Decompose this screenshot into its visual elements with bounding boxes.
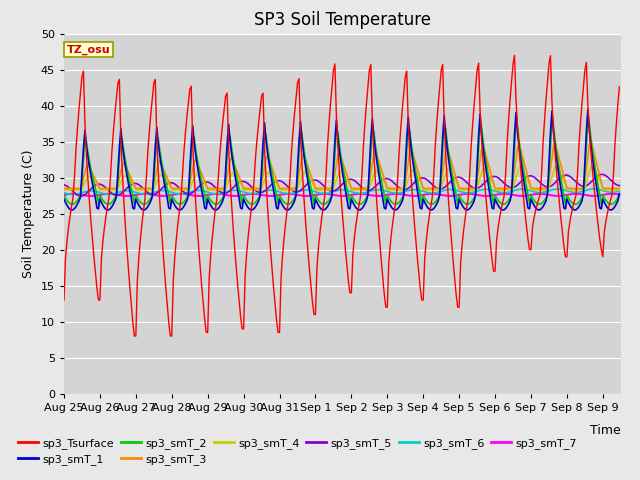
sp3_smT_7: [69, 191, 77, 197]
sp3_smT_3: [131, 182, 138, 188]
sp3_smT_7: [346, 192, 354, 198]
sp3_smT_6: [69, 192, 77, 197]
sp3_smT_2: [95, 201, 102, 207]
sp3_smT_1: [344, 205, 352, 211]
sp3_smT_6: [153, 189, 161, 194]
Line: sp3_smT_7: sp3_smT_7: [64, 194, 620, 196]
Line: sp3_smT_6: sp3_smT_6: [64, 189, 620, 194]
sp3_smT_7: [134, 192, 141, 197]
sp3_smT_1: [584, 107, 592, 112]
sp3_smT_3: [152, 174, 159, 180]
sp3_smT_7: [616, 192, 623, 197]
sp3_smT_5: [598, 171, 605, 177]
sp3_smT_6: [60, 190, 68, 196]
sp3_Tsurface: [60, 297, 68, 303]
sp3_smT_1: [616, 191, 623, 196]
sp3_Tsurface: [153, 136, 161, 142]
sp3_smT_1: [468, 201, 476, 207]
Title: SP3 Soil Temperature: SP3 Soil Temperature: [254, 11, 431, 29]
sp3_smT_5: [77, 193, 84, 199]
sp3_smT_4: [60, 187, 68, 192]
sp3_smT_5: [60, 182, 68, 188]
sp3_smT_2: [607, 201, 614, 207]
sp3_smT_5: [249, 185, 257, 191]
sp3_Tsurface: [249, 197, 257, 203]
sp3_smT_3: [247, 185, 255, 191]
sp3_smT_4: [605, 187, 612, 192]
sp3_smT_3: [605, 185, 612, 191]
sp3_smT_5: [607, 177, 614, 182]
sp3_Tsurface: [511, 52, 518, 58]
Line: sp3_smT_1: sp3_smT_1: [64, 109, 620, 210]
sp3_smT_3: [60, 185, 68, 191]
Line: sp3_smT_2: sp3_smT_2: [64, 120, 620, 204]
sp3_smT_2: [344, 192, 352, 198]
Line: sp3_smT_4: sp3_smT_4: [64, 167, 620, 190]
sp3_smT_4: [467, 187, 475, 192]
sp3_smT_1: [132, 196, 140, 202]
sp3_smT_4: [247, 187, 255, 192]
sp3_smT_7: [607, 191, 614, 197]
sp3_smT_1: [60, 196, 68, 202]
sp3_smT_5: [153, 190, 161, 196]
sp3_smT_3: [467, 185, 475, 191]
sp3_smT_6: [344, 188, 352, 193]
sp3_smT_5: [344, 177, 352, 182]
sp3_smT_6: [249, 191, 257, 197]
sp3_smT_2: [616, 193, 623, 199]
Y-axis label: Soil Temperature (C): Soil Temperature (C): [22, 149, 35, 278]
sp3_smT_2: [153, 133, 161, 139]
sp3_smT_4: [343, 177, 351, 183]
sp3_smT_2: [584, 117, 592, 122]
sp3_smT_2: [132, 192, 140, 199]
sp3_smT_3: [587, 137, 595, 143]
Line: sp3_Tsurface: sp3_Tsurface: [64, 55, 620, 336]
sp3_Tsurface: [616, 84, 623, 90]
sp3_smT_1: [607, 207, 614, 213]
sp3_smT_4: [616, 187, 623, 192]
sp3_smT_1: [68, 207, 76, 213]
sp3_Tsurface: [344, 278, 352, 284]
sp3_smT_4: [152, 182, 159, 188]
sp3_smT_4: [587, 164, 595, 169]
sp3_Tsurface: [131, 333, 138, 339]
sp3_smT_6: [132, 190, 140, 195]
Line: sp3_smT_3: sp3_smT_3: [64, 140, 620, 188]
sp3_smT_6: [468, 190, 476, 195]
Text: TZ_osu: TZ_osu: [67, 44, 111, 55]
sp3_smT_1: [153, 124, 161, 130]
sp3_smT_7: [154, 193, 162, 199]
sp3_smT_7: [87, 193, 95, 199]
sp3_smT_5: [132, 180, 140, 186]
sp3_smT_6: [616, 188, 623, 194]
sp3_smT_1: [249, 207, 257, 213]
Legend: sp3_Tsurface, sp3_smT_1, sp3_smT_2, sp3_smT_3, sp3_smT_4, sp3_smT_5, sp3_smT_6, : sp3_Tsurface, sp3_smT_1, sp3_smT_2, sp3_…: [14, 433, 582, 469]
sp3_Tsurface: [607, 198, 614, 204]
sp3_smT_4: [131, 183, 138, 189]
sp3_Tsurface: [468, 121, 476, 127]
sp3_smT_2: [249, 201, 257, 207]
sp3_smT_7: [250, 191, 258, 197]
sp3_smT_7: [60, 192, 68, 198]
sp3_smT_6: [607, 190, 614, 195]
sp3_smT_3: [616, 185, 623, 191]
Line: sp3_smT_5: sp3_smT_5: [64, 174, 620, 196]
sp3_smT_2: [468, 197, 476, 203]
sp3_smT_7: [470, 192, 478, 197]
sp3_smT_5: [468, 184, 476, 190]
sp3_smT_2: [60, 192, 68, 199]
sp3_smT_6: [590, 186, 598, 192]
Text: Time: Time: [590, 424, 621, 437]
sp3_smT_3: [343, 172, 351, 178]
sp3_smT_5: [616, 183, 623, 189]
sp3_Tsurface: [132, 333, 140, 339]
